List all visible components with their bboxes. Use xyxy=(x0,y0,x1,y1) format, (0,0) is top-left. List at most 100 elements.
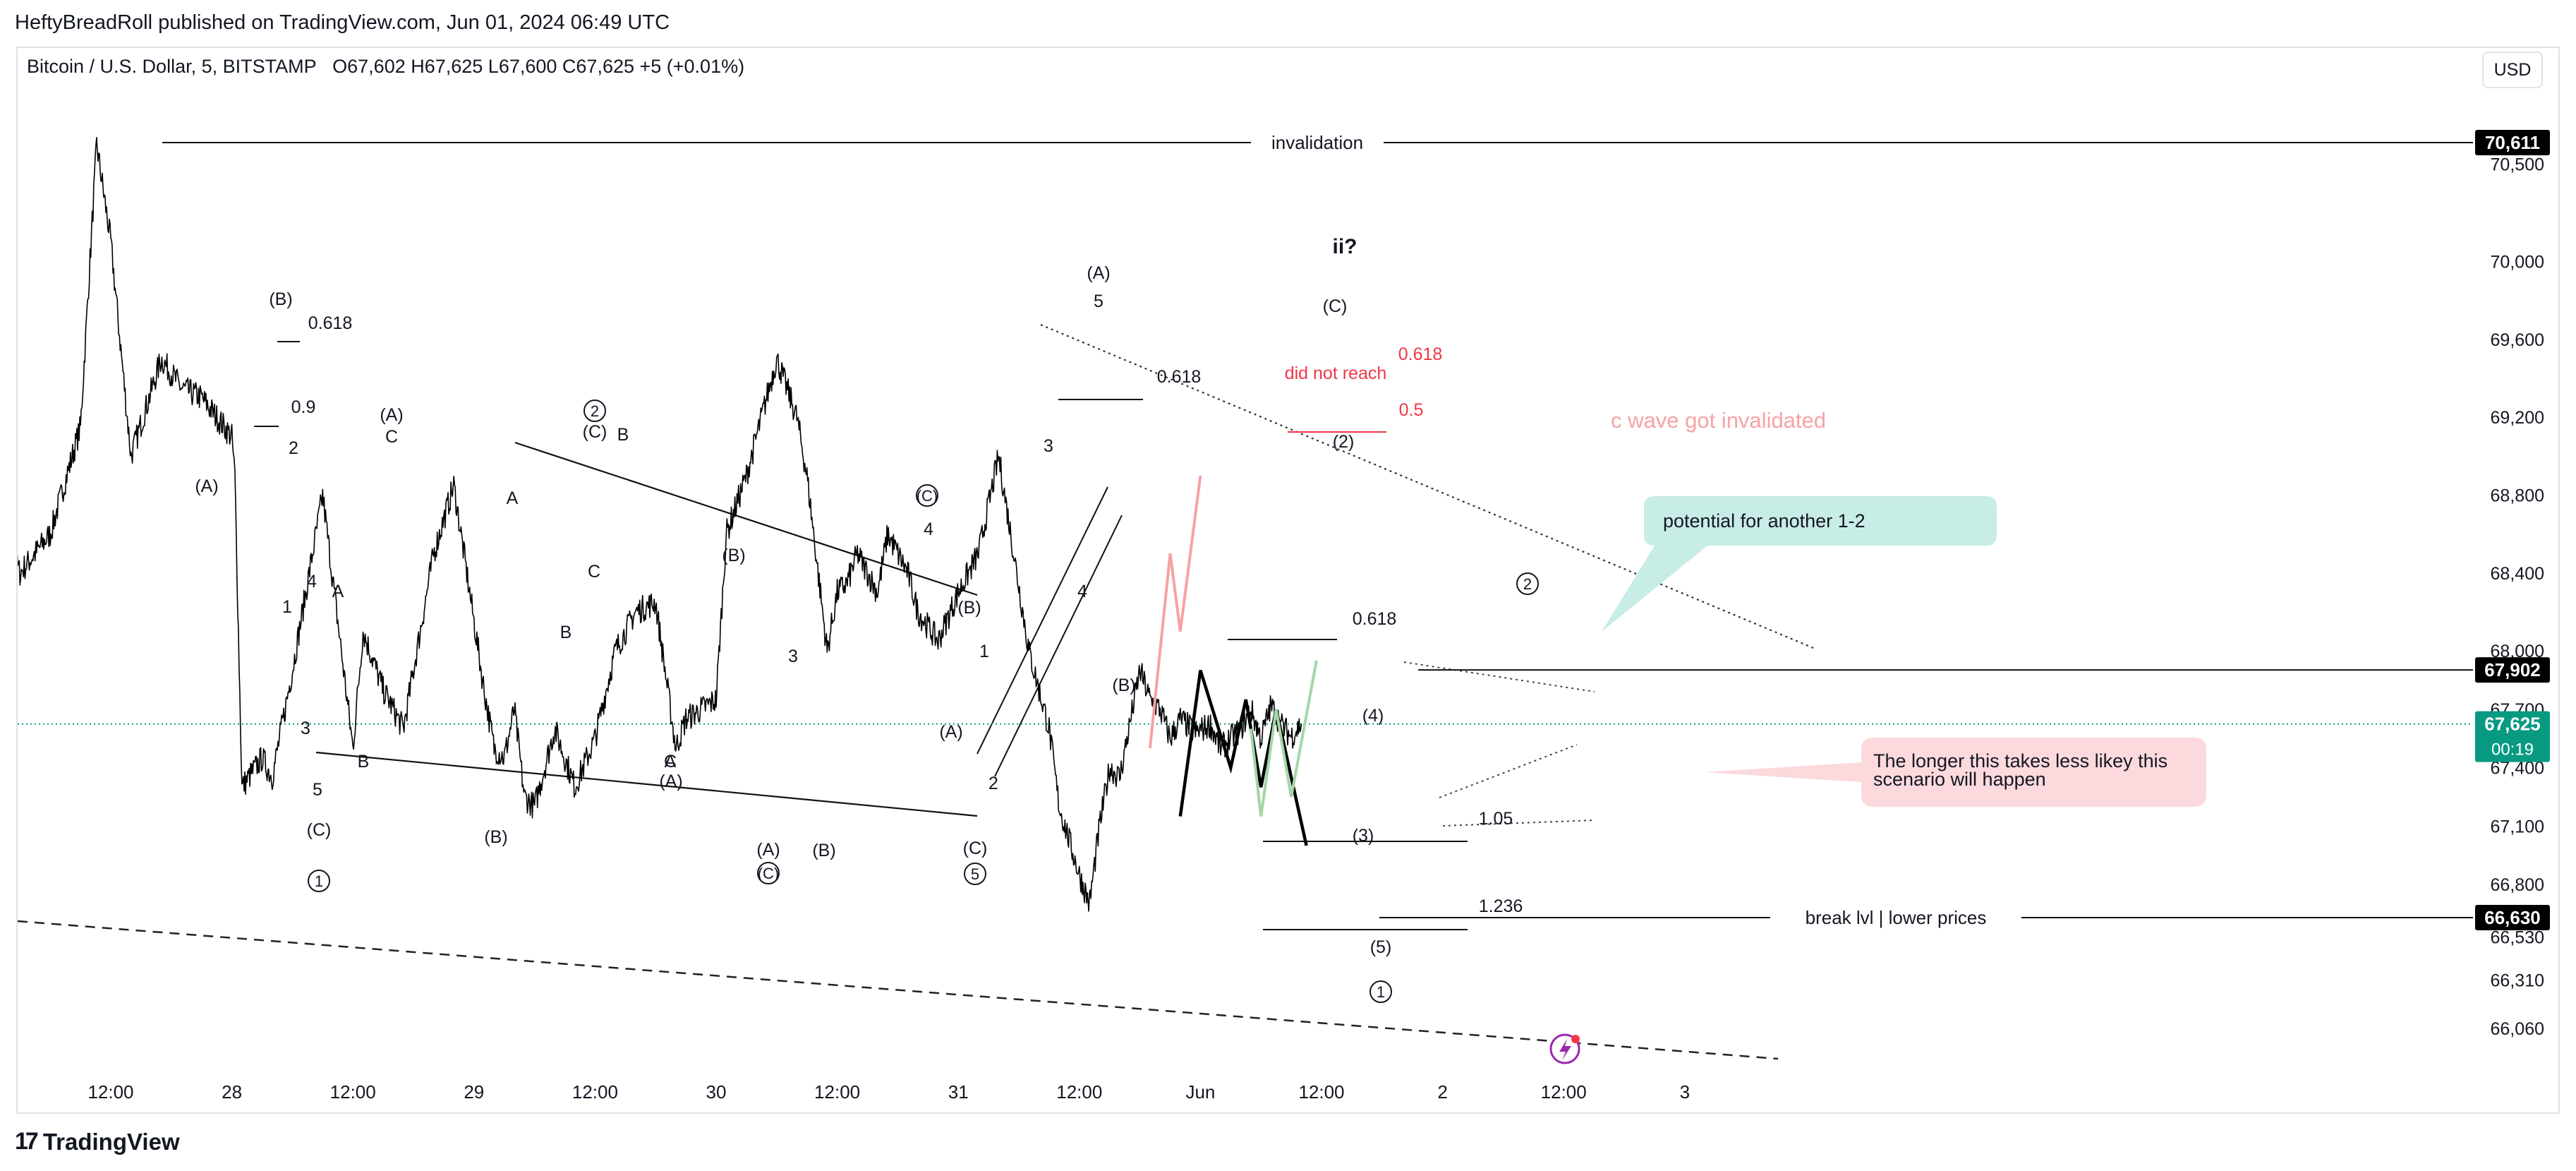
wave-label-19: (C) xyxy=(583,422,607,442)
green-path xyxy=(1249,660,1318,817)
symbol-title: Bitcoin / U.S. Dollar, 5, BITSTAMP xyxy=(27,56,317,77)
wave-label-5: 1 xyxy=(282,597,292,617)
pink-callout-text: The longer this takes less likey this sce… xyxy=(1873,750,2167,790)
price-label-bg-1 xyxy=(2475,657,2550,683)
ohlc-values: O67,602 H67,625 L67,600 C67,625 +5 (+0.0… xyxy=(332,56,745,77)
wave-label-1: (B) xyxy=(269,289,292,309)
wave-label-33: 1 xyxy=(979,642,989,661)
pink-callout-shape xyxy=(1704,738,2206,807)
wave-label-44: ii? xyxy=(1333,235,1357,258)
wave-label-53: (5) xyxy=(1370,937,1392,957)
tradingview-logo-icon: 17 xyxy=(15,1128,39,1155)
lightning-marker-icon[interactable] xyxy=(1549,1033,1580,1064)
price-label-bg-3 xyxy=(2475,905,2550,930)
price-label-bg-2 xyxy=(2475,711,2550,762)
x-tick-label: 31 xyxy=(948,1081,969,1103)
wave-label-50: 0.618 xyxy=(1353,609,1397,629)
wave-label-57: 2 xyxy=(1523,575,1532,593)
wave-label-17: B xyxy=(560,623,572,642)
price-label-0: 70,611 xyxy=(2485,132,2540,153)
x-tick-label: 3 xyxy=(1680,1081,1690,1103)
wave-label-54: 1 xyxy=(1377,983,1385,1001)
symbol-legend: Bitcoin / U.S. Dollar, 5, BITSTAMP O67,6… xyxy=(27,56,744,78)
x-tick-label: 12:00 xyxy=(572,1081,618,1103)
triangle-bottom-line xyxy=(315,751,978,817)
y-tick-label: 69,200 xyxy=(2491,408,2544,428)
wave-label-11: (C) xyxy=(307,820,332,840)
tradingview-logo[interactable]: 17 TradingView xyxy=(15,1128,180,1155)
pink-callout-line-1: The longer this takes less likey this xyxy=(1873,750,2167,771)
hline-label-bg-2 xyxy=(1770,906,2021,929)
price-line xyxy=(18,137,1302,912)
price-label-1: 67,902 xyxy=(2484,659,2541,680)
axes-layer: 70,50070,00069,60069,20068,80068,40068,0… xyxy=(87,130,2550,1103)
wave-label-41: 4 xyxy=(1077,582,1087,601)
wave-label-47: 0.618 xyxy=(1398,344,1443,364)
wave-label-16: A xyxy=(507,488,519,508)
wave-label-55: 1.05 xyxy=(1479,809,1513,829)
wave-circle-57 xyxy=(1516,572,1539,595)
y-tick-label: 69,600 xyxy=(2491,330,2544,350)
wave-label-39: 5 xyxy=(1094,292,1103,311)
wave-label-15: (B) xyxy=(484,827,507,847)
price-label-2: 67,625 xyxy=(2484,714,2541,735)
wave-label-8: 3 xyxy=(301,719,310,738)
wave-label-51: (4) xyxy=(1362,706,1384,726)
wave-circle-31 xyxy=(916,484,938,507)
teal-callout-shape xyxy=(1602,496,1997,632)
horizontal-lines-layer: invalidation break lvl | lower prices xyxy=(18,131,2473,929)
x-tick-label: 12:00 xyxy=(1298,1081,1344,1103)
currency-button[interactable]: USD xyxy=(2482,52,2543,88)
wave-label-0: (A) xyxy=(195,476,218,496)
x-tick-label: 30 xyxy=(706,1081,727,1103)
wave-label-6: 4 xyxy=(307,572,317,591)
wave-label-24: C xyxy=(664,752,677,771)
wave-label-32: (B) xyxy=(957,598,981,618)
wave-label-34: (A) xyxy=(939,722,962,742)
wave-circle-12 xyxy=(308,870,330,892)
wave-label-30: 4 xyxy=(924,520,933,539)
wave-label-7: A xyxy=(332,582,344,601)
y-tick-label: 66,530 xyxy=(2491,928,2544,948)
wave-label-43: (B) xyxy=(1112,675,1135,695)
wave-label-35: 2 xyxy=(988,774,998,793)
y-tick-label: 67,100 xyxy=(2491,817,2544,836)
wave-label-9: 5 xyxy=(313,780,322,800)
wave-label-31: (C) xyxy=(917,487,938,505)
black-path xyxy=(1178,670,1308,846)
wave-label-48: 0.5 xyxy=(1399,400,1424,420)
price-label-bg-0 xyxy=(2475,130,2550,155)
wedge-line-2 xyxy=(994,515,1123,777)
wave-label-23: (B) xyxy=(722,546,745,565)
wave-label-42: 0.618 xyxy=(1157,367,1202,387)
x-tick-label: 12:00 xyxy=(87,1081,133,1103)
price-label-3: 66,630 xyxy=(2484,907,2541,928)
wave-label-38: (A) xyxy=(1087,263,1110,283)
converging-dotted-mid xyxy=(1439,744,1578,798)
y-tick-label: 66,310 xyxy=(2491,971,2544,990)
triangle-top-line xyxy=(514,441,978,596)
wave-label-26: (A) xyxy=(756,840,780,860)
wave-label-56: 1.236 xyxy=(1479,896,1523,916)
wave-label-22: A xyxy=(665,752,677,771)
wave-label-3: 0.9 xyxy=(291,397,316,417)
wave-label-58: c wave got invalidated xyxy=(1611,408,1826,433)
wave-label-27: (C) xyxy=(758,865,780,882)
projection-layer xyxy=(1148,475,1318,846)
wedge-line-1 xyxy=(976,486,1108,755)
x-tick-label: 12:00 xyxy=(1056,1081,1102,1103)
wave-circle-18 xyxy=(583,400,606,422)
converging-dotted-top xyxy=(1403,661,1595,692)
x-tick-label: 28 xyxy=(222,1081,242,1103)
teal-callout: potential for another 1-2 xyxy=(1602,496,1997,632)
y-tick-label: 66,060 xyxy=(2491,1019,2544,1039)
wave-label-18: 2 xyxy=(591,402,599,420)
wave-label-14: C xyxy=(385,427,398,447)
wave-label-28: 3 xyxy=(788,647,798,666)
dashed-trendline xyxy=(17,920,1779,1060)
x-tick-label: 2 xyxy=(1437,1081,1447,1103)
wave-label-49: (2) xyxy=(1333,432,1355,452)
